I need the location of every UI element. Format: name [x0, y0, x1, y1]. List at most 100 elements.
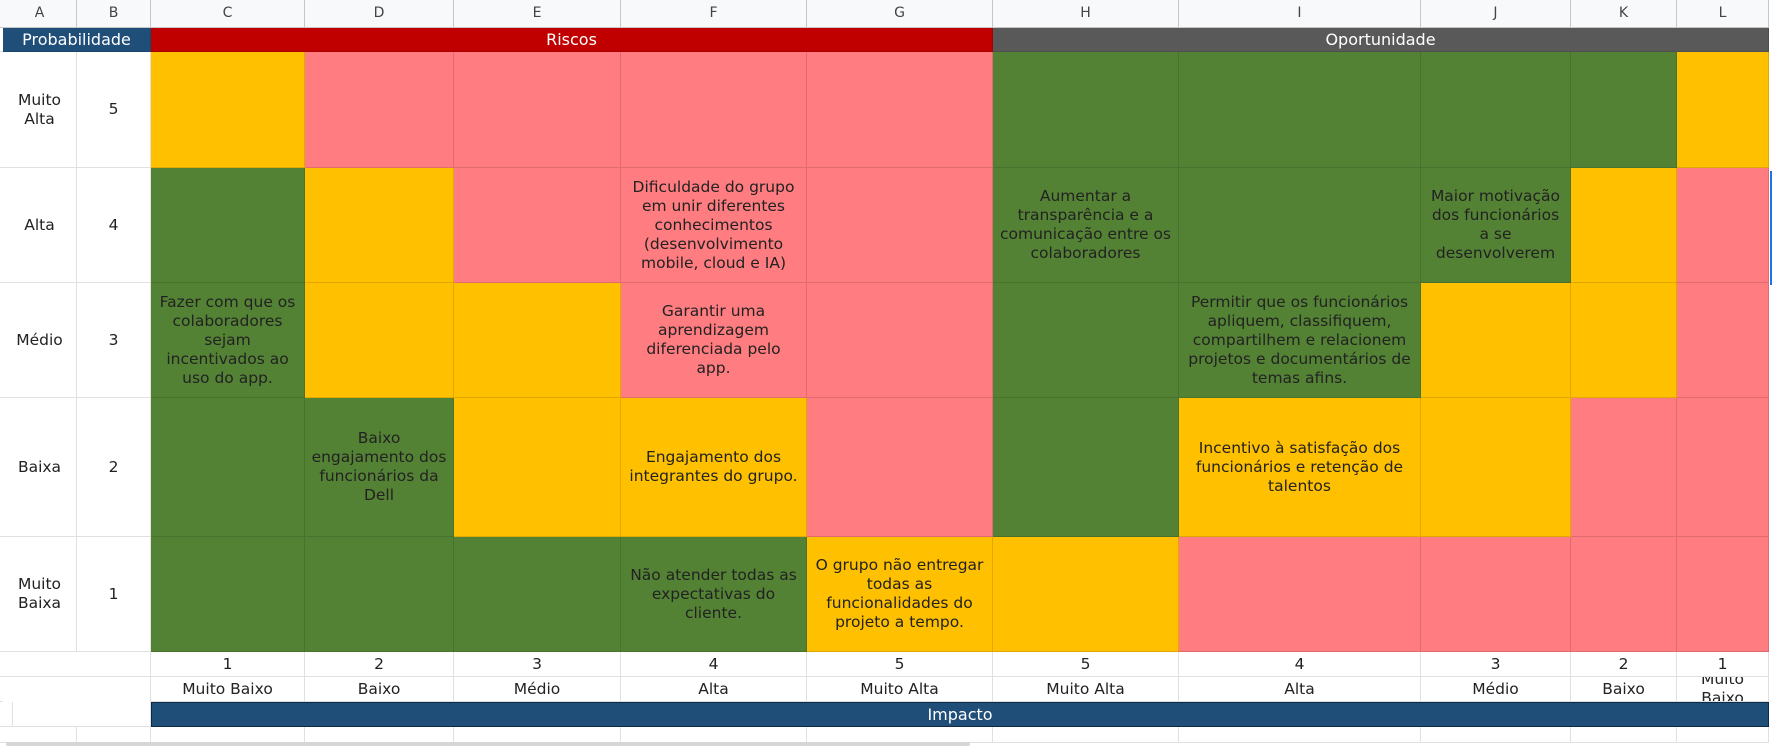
- matrix-cell[interactable]: [1179, 537, 1421, 652]
- column-header-i[interactable]: I: [1179, 0, 1421, 28]
- matrix-cell[interactable]: [1421, 537, 1571, 652]
- matrix-cell[interactable]: [454, 168, 621, 283]
- matrix-cell[interactable]: [454, 398, 621, 537]
- matrix-cell[interactable]: [807, 398, 993, 537]
- probability-label[interactable]: Alta: [3, 168, 77, 283]
- empty-cell[interactable]: [1677, 727, 1769, 743]
- empty-cell[interactable]: [1421, 727, 1571, 743]
- impact-label[interactable]: Muito Baixo: [151, 677, 305, 702]
- matrix-cell[interactable]: [993, 537, 1179, 652]
- probability-value[interactable]: 5: [77, 52, 151, 168]
- probability-value[interactable]: 1: [77, 537, 151, 652]
- impact-label[interactable]: Muito Baixo: [1677, 677, 1769, 702]
- matrix-cell[interactable]: [1677, 537, 1769, 652]
- matrix-cell[interactable]: [1421, 398, 1571, 537]
- matrix-cell[interactable]: Fazer com que os colaboradores sejam inc…: [151, 283, 305, 398]
- horizontal-scrollbar[interactable]: [6, 742, 970, 746]
- empty-cell[interactable]: [993, 727, 1179, 743]
- impact-number[interactable]: 3: [1421, 652, 1571, 677]
- matrix-cell[interactable]: [454, 52, 621, 168]
- matrix-cell[interactable]: [1677, 283, 1769, 398]
- matrix-cell[interactable]: [1677, 168, 1769, 283]
- column-header-j[interactable]: J: [1421, 0, 1571, 28]
- probability-value[interactable]: 2: [77, 398, 151, 537]
- column-header-l[interactable]: L: [1677, 0, 1769, 28]
- impact-label[interactable]: Baixo: [1571, 677, 1677, 702]
- empty-cell[interactable]: [3, 652, 151, 677]
- matrix-cell[interactable]: [151, 537, 305, 652]
- matrix-cell[interactable]: [151, 168, 305, 283]
- matrix-cell[interactable]: O grupo não entregar todas as funcionali…: [807, 537, 993, 652]
- impact-label[interactable]: Baixo: [305, 677, 454, 702]
- matrix-cell[interactable]: [807, 283, 993, 398]
- oportunidade-header[interactable]: Oportunidade: [993, 28, 1769, 52]
- column-header-f[interactable]: F: [621, 0, 807, 28]
- matrix-cell[interactable]: [151, 52, 305, 168]
- probability-label[interactable]: Muito Alta: [3, 52, 77, 168]
- probability-label[interactable]: Médio: [3, 283, 77, 398]
- probability-value[interactable]: 4: [77, 168, 151, 283]
- matrix-cell[interactable]: [993, 398, 1179, 537]
- empty-cell[interactable]: [77, 727, 151, 743]
- impact-number[interactable]: 3: [454, 652, 621, 677]
- impact-label[interactable]: Alta: [1179, 677, 1421, 702]
- empty-cell[interactable]: [305, 727, 454, 743]
- matrix-cell[interactable]: [807, 168, 993, 283]
- empty-cell[interactable]: [151, 727, 305, 743]
- matrix-cell[interactable]: [305, 52, 454, 168]
- impact-label[interactable]: Alta: [621, 677, 807, 702]
- matrix-cell[interactable]: Engajamento dos integrantes do grupo.: [621, 398, 807, 537]
- matrix-cell[interactable]: [1421, 52, 1571, 168]
- matrix-cell[interactable]: [305, 537, 454, 652]
- matrix-cell[interactable]: Dificuldade do grupo em unir diferentes …: [621, 168, 807, 283]
- matrix-cell[interactable]: [1571, 537, 1677, 652]
- probability-value[interactable]: 3: [77, 283, 151, 398]
- empty-cell[interactable]: [1571, 727, 1677, 743]
- matrix-cell[interactable]: [305, 283, 454, 398]
- impact-label[interactable]: Muito Alta: [993, 677, 1179, 702]
- matrix-cell[interactable]: Incentivo à satisfação dos funcionários …: [1179, 398, 1421, 537]
- empty-cell[interactable]: [454, 727, 621, 743]
- empty-cell[interactable]: [3, 727, 77, 743]
- impact-number[interactable]: 4: [621, 652, 807, 677]
- matrix-cell[interactable]: [151, 398, 305, 537]
- matrix-cell[interactable]: [1677, 398, 1769, 537]
- impact-number[interactable]: 1: [151, 652, 305, 677]
- impact-label[interactable]: Médio: [1421, 677, 1571, 702]
- impact-label[interactable]: Médio: [454, 677, 621, 702]
- matrix-cell[interactable]: [1571, 168, 1677, 283]
- column-header-a[interactable]: A: [3, 0, 77, 28]
- matrix-cell[interactable]: Aumentar a transparência e a comunicação…: [993, 168, 1179, 283]
- matrix-cell[interactable]: Maior motivação dos funcionários a se de…: [1421, 168, 1571, 283]
- probabilidade-header[interactable]: Probabilidade: [3, 28, 151, 52]
- impacto-header[interactable]: Impacto: [151, 702, 1769, 727]
- probability-label[interactable]: Muito Baixa: [3, 537, 77, 652]
- impact-number[interactable]: 1: [1677, 652, 1769, 677]
- matrix-cell[interactable]: [454, 537, 621, 652]
- matrix-cell[interactable]: [1421, 283, 1571, 398]
- matrix-cell[interactable]: [1571, 283, 1677, 398]
- impact-number[interactable]: 2: [305, 652, 454, 677]
- empty-cell[interactable]: [807, 727, 993, 743]
- empty-cell[interactable]: [1179, 727, 1421, 743]
- matrix-cell[interactable]: Baixo engajamento dos funcionários da De…: [305, 398, 454, 537]
- column-header-c[interactable]: C: [151, 0, 305, 28]
- matrix-cell[interactable]: [993, 52, 1179, 168]
- impact-number[interactable]: 2: [1571, 652, 1677, 677]
- column-header-d[interactable]: D: [305, 0, 454, 28]
- matrix-cell[interactable]: Não atender todas as expectativas do cli…: [621, 537, 807, 652]
- impact-label[interactable]: Muito Alta: [807, 677, 993, 702]
- empty-cell[interactable]: [621, 727, 807, 743]
- column-header-b[interactable]: B: [77, 0, 151, 28]
- riscos-header[interactable]: Riscos: [151, 28, 993, 52]
- impact-number[interactable]: 5: [807, 652, 993, 677]
- column-header-k[interactable]: K: [1571, 0, 1677, 28]
- matrix-cell[interactable]: [1571, 52, 1677, 168]
- impact-number[interactable]: 4: [1179, 652, 1421, 677]
- column-header-g[interactable]: G: [807, 0, 993, 28]
- matrix-cell[interactable]: [1677, 52, 1769, 168]
- matrix-cell[interactable]: [305, 168, 454, 283]
- matrix-cell[interactable]: [807, 52, 993, 168]
- matrix-cell[interactable]: [621, 52, 807, 168]
- matrix-cell[interactable]: Permitir que os funcionários apliquem, c…: [1179, 283, 1421, 398]
